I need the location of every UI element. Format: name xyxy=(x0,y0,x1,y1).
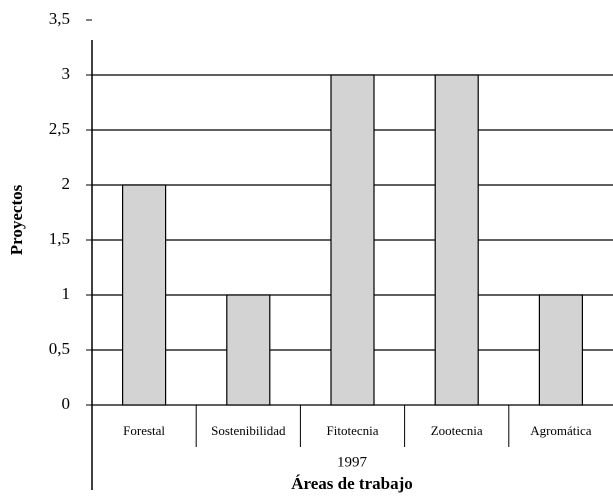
bar xyxy=(434,74,479,406)
group-label: 1997 xyxy=(337,454,368,470)
y-tick-label: 3,5 xyxy=(49,9,70,28)
bar xyxy=(538,294,584,406)
x-tick-label: Forestal xyxy=(123,423,165,438)
bar xyxy=(226,294,271,406)
y-tick-label: 0 xyxy=(62,394,71,413)
y-tick-label: 1,5 xyxy=(49,229,70,248)
y-tick-label: 3 xyxy=(62,64,71,83)
x-axis-label: Áreas de trabajo xyxy=(291,474,413,493)
y-tick-label: 0,5 xyxy=(49,339,70,358)
y-tick-label: 1 xyxy=(62,284,71,303)
x-tick-label: Fitotecnia xyxy=(327,423,379,438)
x-tick-label: Sostenibilidad xyxy=(211,423,286,438)
y-tick-label: 2,5 xyxy=(49,119,70,138)
bar xyxy=(330,74,375,406)
y-tick-label: 2 xyxy=(62,174,71,193)
bar xyxy=(121,184,167,406)
x-tick-label: Zootecnia xyxy=(431,423,483,438)
y-axis-label: Proyectos xyxy=(7,184,26,255)
x-tick-label: Agromática xyxy=(530,423,592,438)
